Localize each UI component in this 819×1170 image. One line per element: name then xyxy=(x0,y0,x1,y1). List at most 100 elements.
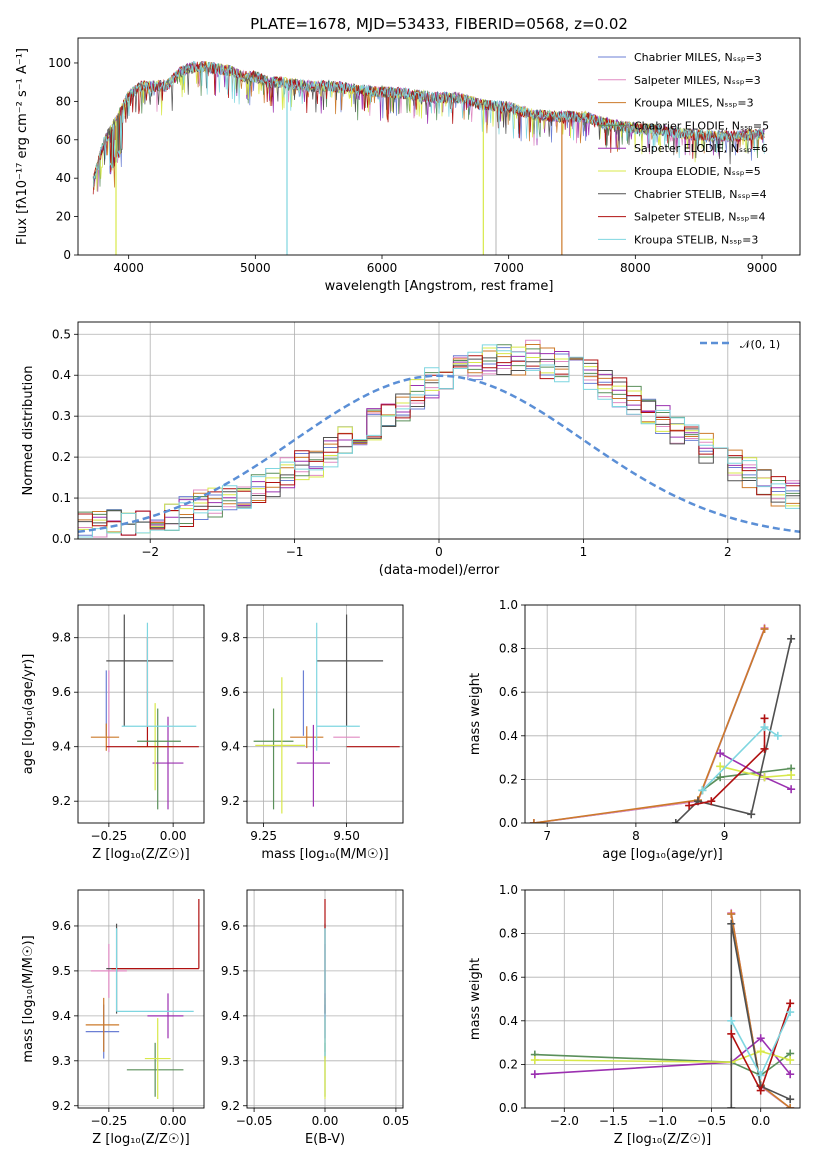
x-tick-label: 0.00 xyxy=(160,829,187,843)
y-tick-label: 1.0 xyxy=(499,598,518,612)
legend-entry: Kroupa ELODIE, Nₛₛₚ=5 xyxy=(634,165,761,178)
y-tick-label: 0.4 xyxy=(499,1014,518,1028)
y-tick-label: 0.8 xyxy=(499,927,518,941)
weight-marker xyxy=(530,1070,539,1079)
weight-marker xyxy=(786,1104,795,1108)
errorbar-point xyxy=(111,898,200,970)
weight-marker xyxy=(760,624,769,633)
weight-marker xyxy=(773,731,782,740)
y-tick-label: 0.4 xyxy=(52,368,71,382)
axes-frame xyxy=(246,604,404,824)
x-axis-label: wavelength [Angstrom, rest frame] xyxy=(325,279,554,294)
x-tick-label: −1 xyxy=(286,545,304,559)
y-tick-label: 80 xyxy=(56,94,71,108)
spectrum-panel: 4000 5000 6000 7000 8000 9000 0 20 40 60 80 100 wave… xyxy=(15,37,801,294)
plot-area xyxy=(529,623,796,823)
weight-marker xyxy=(727,1104,736,1108)
x-tick-label: 7000 xyxy=(493,261,524,275)
weight-marker xyxy=(698,786,707,795)
y-tick-label: 40 xyxy=(56,171,71,185)
y-tick-label: 0.2 xyxy=(499,1057,518,1071)
y-tick-label: 9.4 xyxy=(221,1009,240,1023)
legend-entry: Salpeter STELIB, Nₛₛₚ=4 xyxy=(634,211,766,224)
y-tick-label: 20 xyxy=(56,210,71,224)
y-tick-label: 0.8 xyxy=(499,642,518,656)
y-axis-label: Flux [fλ10⁻¹⁷ erg cm⁻² s⁻¹ A⁻¹] xyxy=(15,48,30,245)
weight-marker xyxy=(787,771,796,780)
weight-marker xyxy=(727,909,736,918)
y-tick-label: 9.8 xyxy=(52,631,71,645)
x-tick-label: 0.05 xyxy=(383,1114,410,1128)
y-tick-label: 9.2 xyxy=(221,1099,240,1113)
y-tick-label: 0.6 xyxy=(499,685,518,699)
axes-frame xyxy=(77,37,801,256)
weight-marker xyxy=(760,723,769,732)
x-axis-label: age [log₁₀(age/yr)] xyxy=(602,847,723,862)
mass-vs-Z-panel: −0.25 0.00 9.2 9.3 9.4 9.5 9.6 Z [log₁₀(Z/Z☉)] m… xyxy=(21,889,205,1147)
age-vs-Z-panel: −0.25 0.00 9.2 9.4 9.6 9.8 Z [log₁₀(Z/Z☉)] age … xyxy=(21,604,205,862)
axes-frame xyxy=(77,604,205,824)
plot-area xyxy=(85,898,200,1100)
weight-series xyxy=(534,1050,791,1064)
weight-marker xyxy=(760,773,769,782)
x-tick-label: −1.5 xyxy=(599,1114,628,1128)
x-tick-label: 8 xyxy=(632,829,640,843)
x-tick-label: 0 xyxy=(435,545,443,559)
weight-marker xyxy=(685,801,694,810)
x-tick-label: 4000 xyxy=(113,261,144,275)
x-tick-label: −0.25 xyxy=(90,829,127,843)
weight-marker xyxy=(727,919,736,928)
x-tick-label: 2 xyxy=(724,545,732,559)
y-tick-label: 9.3 xyxy=(221,1054,240,1068)
y-tick-label: 9.3 xyxy=(52,1054,71,1068)
x-axis-label: Z [log₁₀(Z/Z☉)] xyxy=(92,847,189,862)
weight-series xyxy=(533,628,766,823)
x-tick-label: 0.00 xyxy=(312,1114,339,1128)
errorbar-point xyxy=(115,928,194,1012)
weight-marker xyxy=(760,714,769,723)
legend-entry: Chabrier ELODIE, Nₛₛₚ=5 xyxy=(634,119,769,132)
age-vs-mass-panel: 9.25 9.50 9.2 9.4 9.6 9.8 mass [log₁₀(M/M☉)] xyxy=(221,604,404,862)
x-tick-label: 9 xyxy=(721,829,729,843)
errorbar-point xyxy=(152,716,184,810)
y-tick-label: 9.2 xyxy=(52,1099,71,1113)
y-tick-label: 9.4 xyxy=(52,740,71,754)
y-axis-label: mass [log₁₀(M/M☉)] xyxy=(21,935,36,1062)
axes-frame xyxy=(77,321,801,540)
weight-marker xyxy=(786,1070,795,1079)
errorbar-point xyxy=(253,708,294,810)
histogram-series xyxy=(78,344,800,539)
x-tick-label: −0.05 xyxy=(236,1114,273,1128)
x-axis-label: Z [log₁₀(Z/Z☉)] xyxy=(614,1132,711,1147)
x-tick-label: 6000 xyxy=(367,261,398,275)
plot-area xyxy=(92,60,765,255)
x-tick-label: 9.50 xyxy=(333,829,360,843)
weight-marker xyxy=(756,1047,765,1056)
x-tick-label: 9000 xyxy=(747,261,778,275)
x-axis-label: E(B-V) xyxy=(305,1132,345,1147)
weight-marker xyxy=(716,749,725,758)
x-tick-label: 0.00 xyxy=(160,1114,187,1128)
y-tick-label: 9.6 xyxy=(52,685,71,699)
residuals-panel: −2 −1 0 1 2 0.0 0.1 0.2 0.3 0.4 0.5 (data-model)/er… xyxy=(21,321,801,578)
weight-vs-Z-panel: −2.0 −1.5 −1.0 −0.5 0.0 0.0 0.2 0.4 0.6 0.8 1.0 Z [… xyxy=(468,883,801,1147)
y-tick-label: 0.4 xyxy=(499,729,518,743)
axes-frame xyxy=(246,889,404,1109)
y-tick-label: 0.5 xyxy=(52,327,71,341)
legend-entry: Kroupa MILES, Nₛₛₚ=3 xyxy=(634,97,754,110)
x-tick-label: −1.0 xyxy=(648,1114,677,1128)
x-tick-label: 7 xyxy=(543,829,551,843)
x-axis-label: mass [log₁₀(M/M☉)] xyxy=(261,847,388,862)
weight-series xyxy=(730,923,791,1108)
y-tick-label: 0.0 xyxy=(499,816,518,830)
weight-marker xyxy=(756,1071,765,1080)
plot-area xyxy=(530,908,795,1108)
weight-marker xyxy=(786,1095,795,1104)
weight-marker xyxy=(671,819,680,823)
plot-area xyxy=(90,614,199,810)
x-tick-label: 5000 xyxy=(240,261,271,275)
y-axis-label: mass weight xyxy=(468,958,483,1040)
y-tick-label: 0.1 xyxy=(52,491,71,505)
y-tick-label: 0.2 xyxy=(52,450,71,464)
